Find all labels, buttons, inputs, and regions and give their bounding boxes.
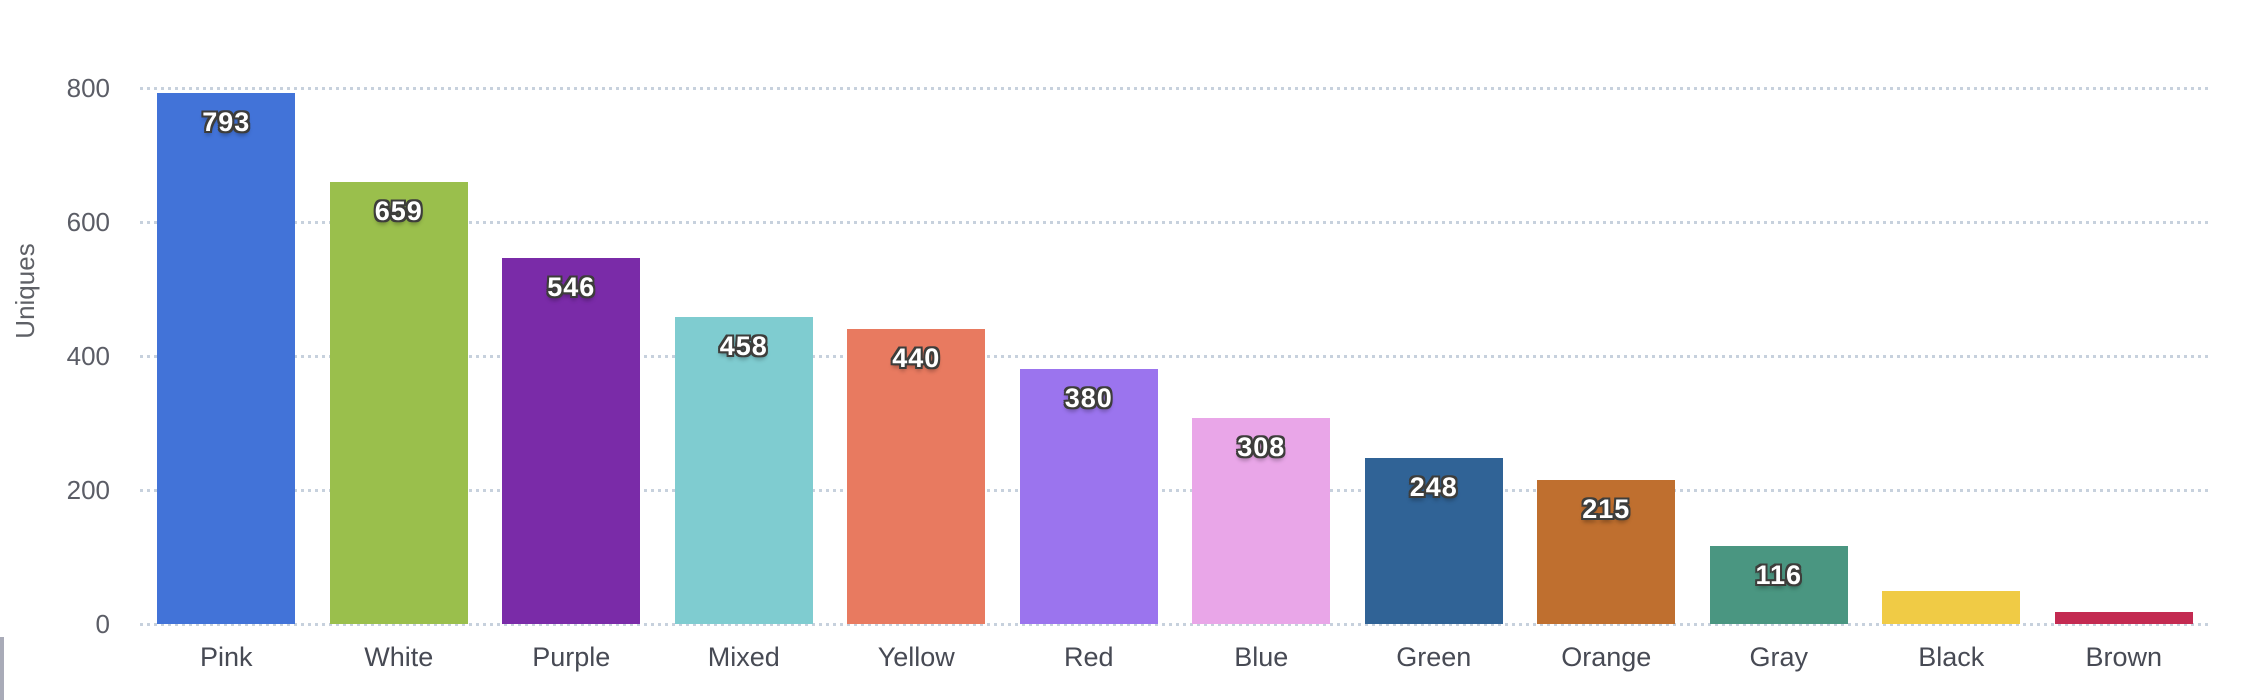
bar-value-label: 380 [1064,383,1113,414]
gridline-600 [140,220,2210,224]
x-axis-label-gray: Gray [1749,642,1808,672]
x-axis-label-red: Red [1063,642,1114,672]
y-tick-label-400: 400 [66,341,110,371]
bar-value-label: 793 [202,106,251,137]
bar-red[interactable]: 380 [1019,369,1158,624]
bar-purple[interactable]: 546 [502,258,641,624]
gridline-400 [140,354,2210,358]
bar-value-label: 248 [1409,471,1458,502]
bar-brown[interactable] [2054,611,2193,624]
y-tick-label-200: 200 [66,475,110,505]
x-axis-label-pink: Pink [199,642,253,672]
bar-value-label: 458 [719,331,768,362]
x-axis-label-orange: Orange [1561,642,1652,672]
y-tick-label-800: 800 [66,73,110,103]
bar-orange[interactable]: 215 [1537,479,1676,624]
bar-value-label: 116 [1755,560,1803,591]
plot-area: 793 659 546 458 440 380 308 248 215 116 [140,86,2210,626]
gridline-200 [140,488,2210,492]
x-axis-label-blue: Blue [1234,642,1289,672]
x-axis-label-purple: Purple [532,642,611,672]
bar-blue[interactable]: 308 [1192,417,1331,624]
x-axis-label-black: Black [1918,642,1985,672]
bar-mixed[interactable]: 458 [674,317,813,624]
x-axis-labels: Pink White Purple Mixed Yellow Red Blue Green Or… [140,640,2210,674]
y-tick-label-600: 600 [66,207,110,237]
bar-black[interactable] [1882,590,2021,624]
bar-green[interactable]: 248 [1364,457,1503,624]
x-axis-label-mixed: Mixed [707,642,780,672]
bar-value-label: 659 [374,196,423,227]
bar-white[interactable]: 659 [329,182,468,624]
bar-value-label: 440 [892,343,941,374]
gridline-800 [140,86,2210,90]
left-scrollbar-fragment[interactable] [0,637,4,700]
y-axis-title: Uniques [10,243,40,339]
x-axis-label-white: White [364,642,434,672]
bar-yellow[interactable]: 440 [847,329,986,624]
x-axis-label-brown: Brown [2085,642,2163,672]
gridline-0 [140,622,2210,626]
bar-value-label: 308 [1237,431,1286,462]
bar-value-label: 546 [547,272,596,303]
bar-value-label: 215 [1582,493,1631,524]
bar-gray[interactable]: 116 [1709,546,1848,624]
x-axis-label-green: Green [1396,642,1472,672]
x-axis-label-yellow: Yellow [877,642,955,672]
y-tick-label-0: 0 [95,609,110,639]
bar-pink[interactable]: 793 [157,92,296,624]
